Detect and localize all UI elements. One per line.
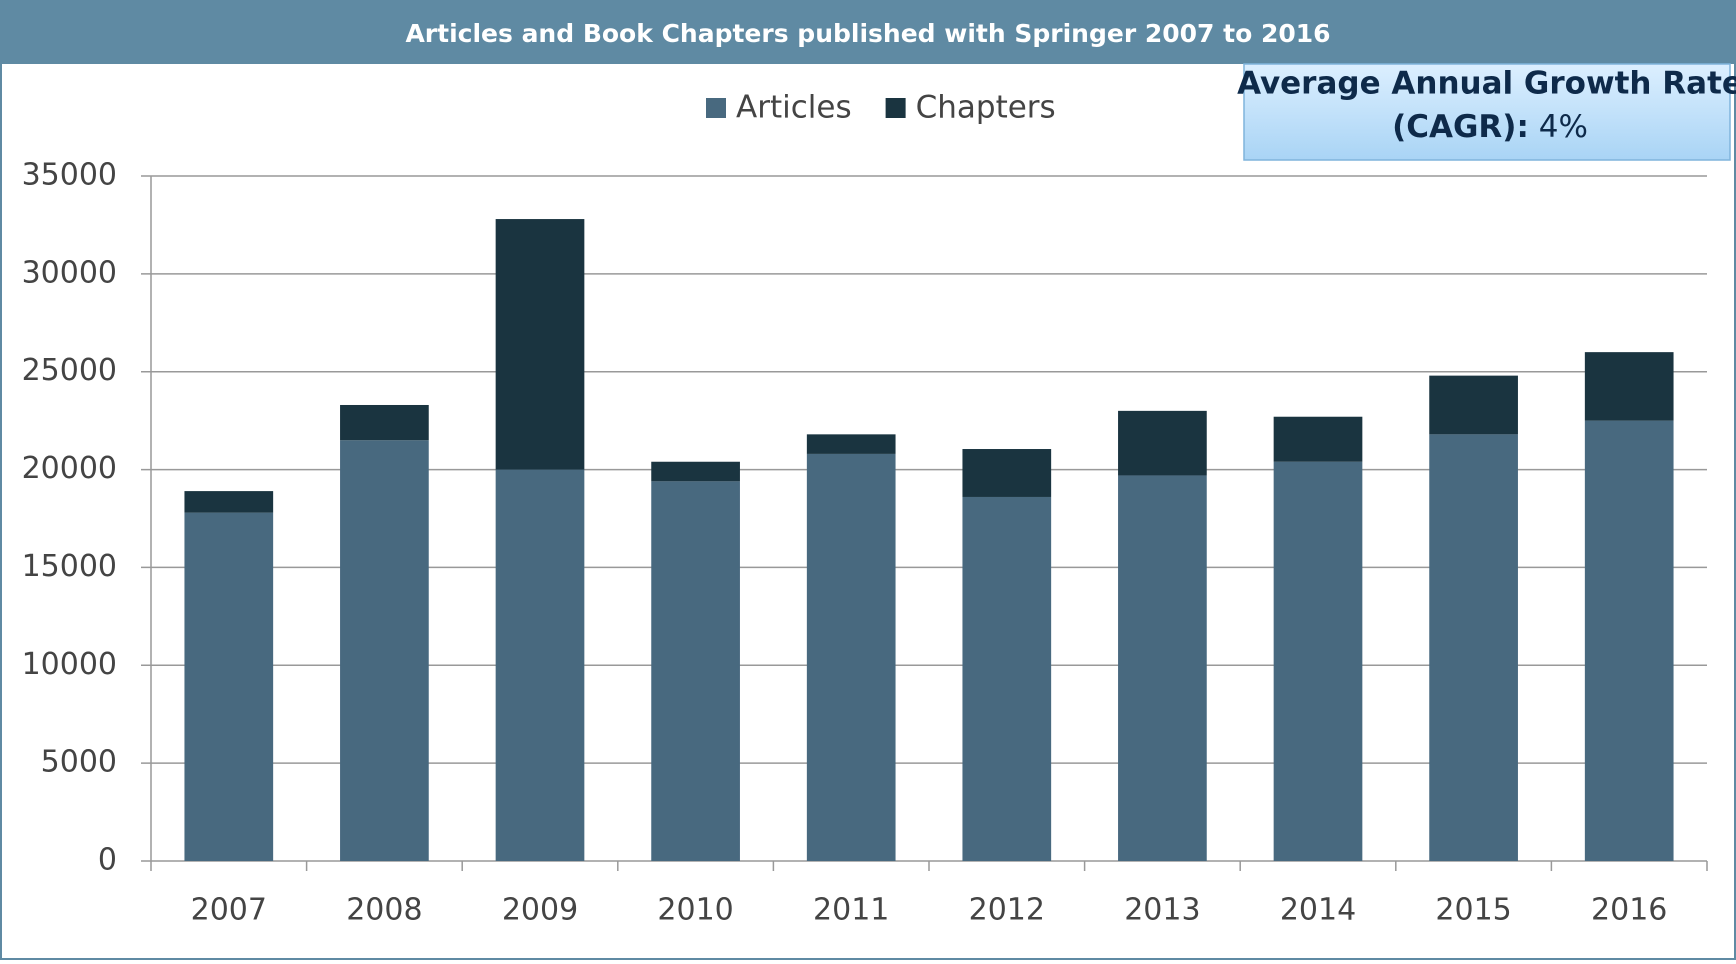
y-tick-label: 0 [98, 843, 117, 878]
bar [806, 434, 896, 454]
bar [651, 461, 740, 482]
bar [1429, 375, 1518, 435]
bar [495, 219, 585, 470]
x-tick-label: 2011 [813, 893, 889, 928]
bar [340, 404, 429, 441]
annotation-line: (CAGR): 4% [1392, 109, 1588, 145]
bar [651, 481, 740, 861]
y-tick-label: 35000 [22, 158, 117, 193]
y-tick-label: 10000 [22, 647, 117, 682]
annotation: Average Annual Growth Rate (CAGR): 4% [1237, 63, 1736, 161]
title-bar [0, 0, 1736, 64]
y-tick-label: 30000 [22, 255, 117, 290]
y-tick-label: 25000 [22, 353, 117, 388]
legend-swatch [885, 98, 906, 118]
bar [806, 453, 896, 861]
bar [1584, 352, 1674, 421]
bar [962, 449, 1052, 497]
x-tick-label: 2014 [1280, 893, 1356, 928]
x-tick-label: 2012 [969, 893, 1045, 928]
x-tick-label: 2008 [346, 893, 422, 928]
bar [1118, 475, 1207, 861]
x-tick-label: 2009 [502, 893, 578, 928]
bar [184, 491, 274, 513]
bar [1429, 434, 1518, 861]
x-tick-label: 2010 [657, 893, 733, 928]
y-tick-label: 15000 [22, 549, 117, 584]
bar [340, 440, 429, 861]
y-tick-label: 20000 [22, 451, 117, 486]
x-tick-label: 2013 [1124, 893, 1200, 928]
legend-label: Chapters [916, 90, 1056, 126]
annotation-label: Average Annual Growth Rate [1237, 66, 1736, 102]
x-tick-label: 2015 [1435, 893, 1511, 928]
annotation-box [1243, 63, 1731, 161]
y-tick-label: 5000 [41, 745, 117, 780]
plot: 0 5000 10000 15000 20000 25000 30000 35000 2007 2… [22, 90, 1708, 928]
bar [1273, 461, 1363, 861]
x-tick-label: 2016 [1591, 893, 1667, 928]
bar [1273, 416, 1363, 462]
chart-title: Articles and Book Chapters published wit… [405, 19, 1330, 48]
bar [1118, 410, 1207, 476]
annotation-value: 4% [1539, 109, 1588, 145]
bar [184, 512, 274, 861]
legend-label: Articles [736, 90, 852, 126]
legend-swatch [706, 98, 726, 118]
bar [1584, 420, 1674, 861]
bar [962, 496, 1052, 861]
x-tick-label: 2007 [191, 893, 267, 928]
annotation-label2: (CAGR): [1392, 109, 1529, 145]
bar [495, 469, 585, 861]
